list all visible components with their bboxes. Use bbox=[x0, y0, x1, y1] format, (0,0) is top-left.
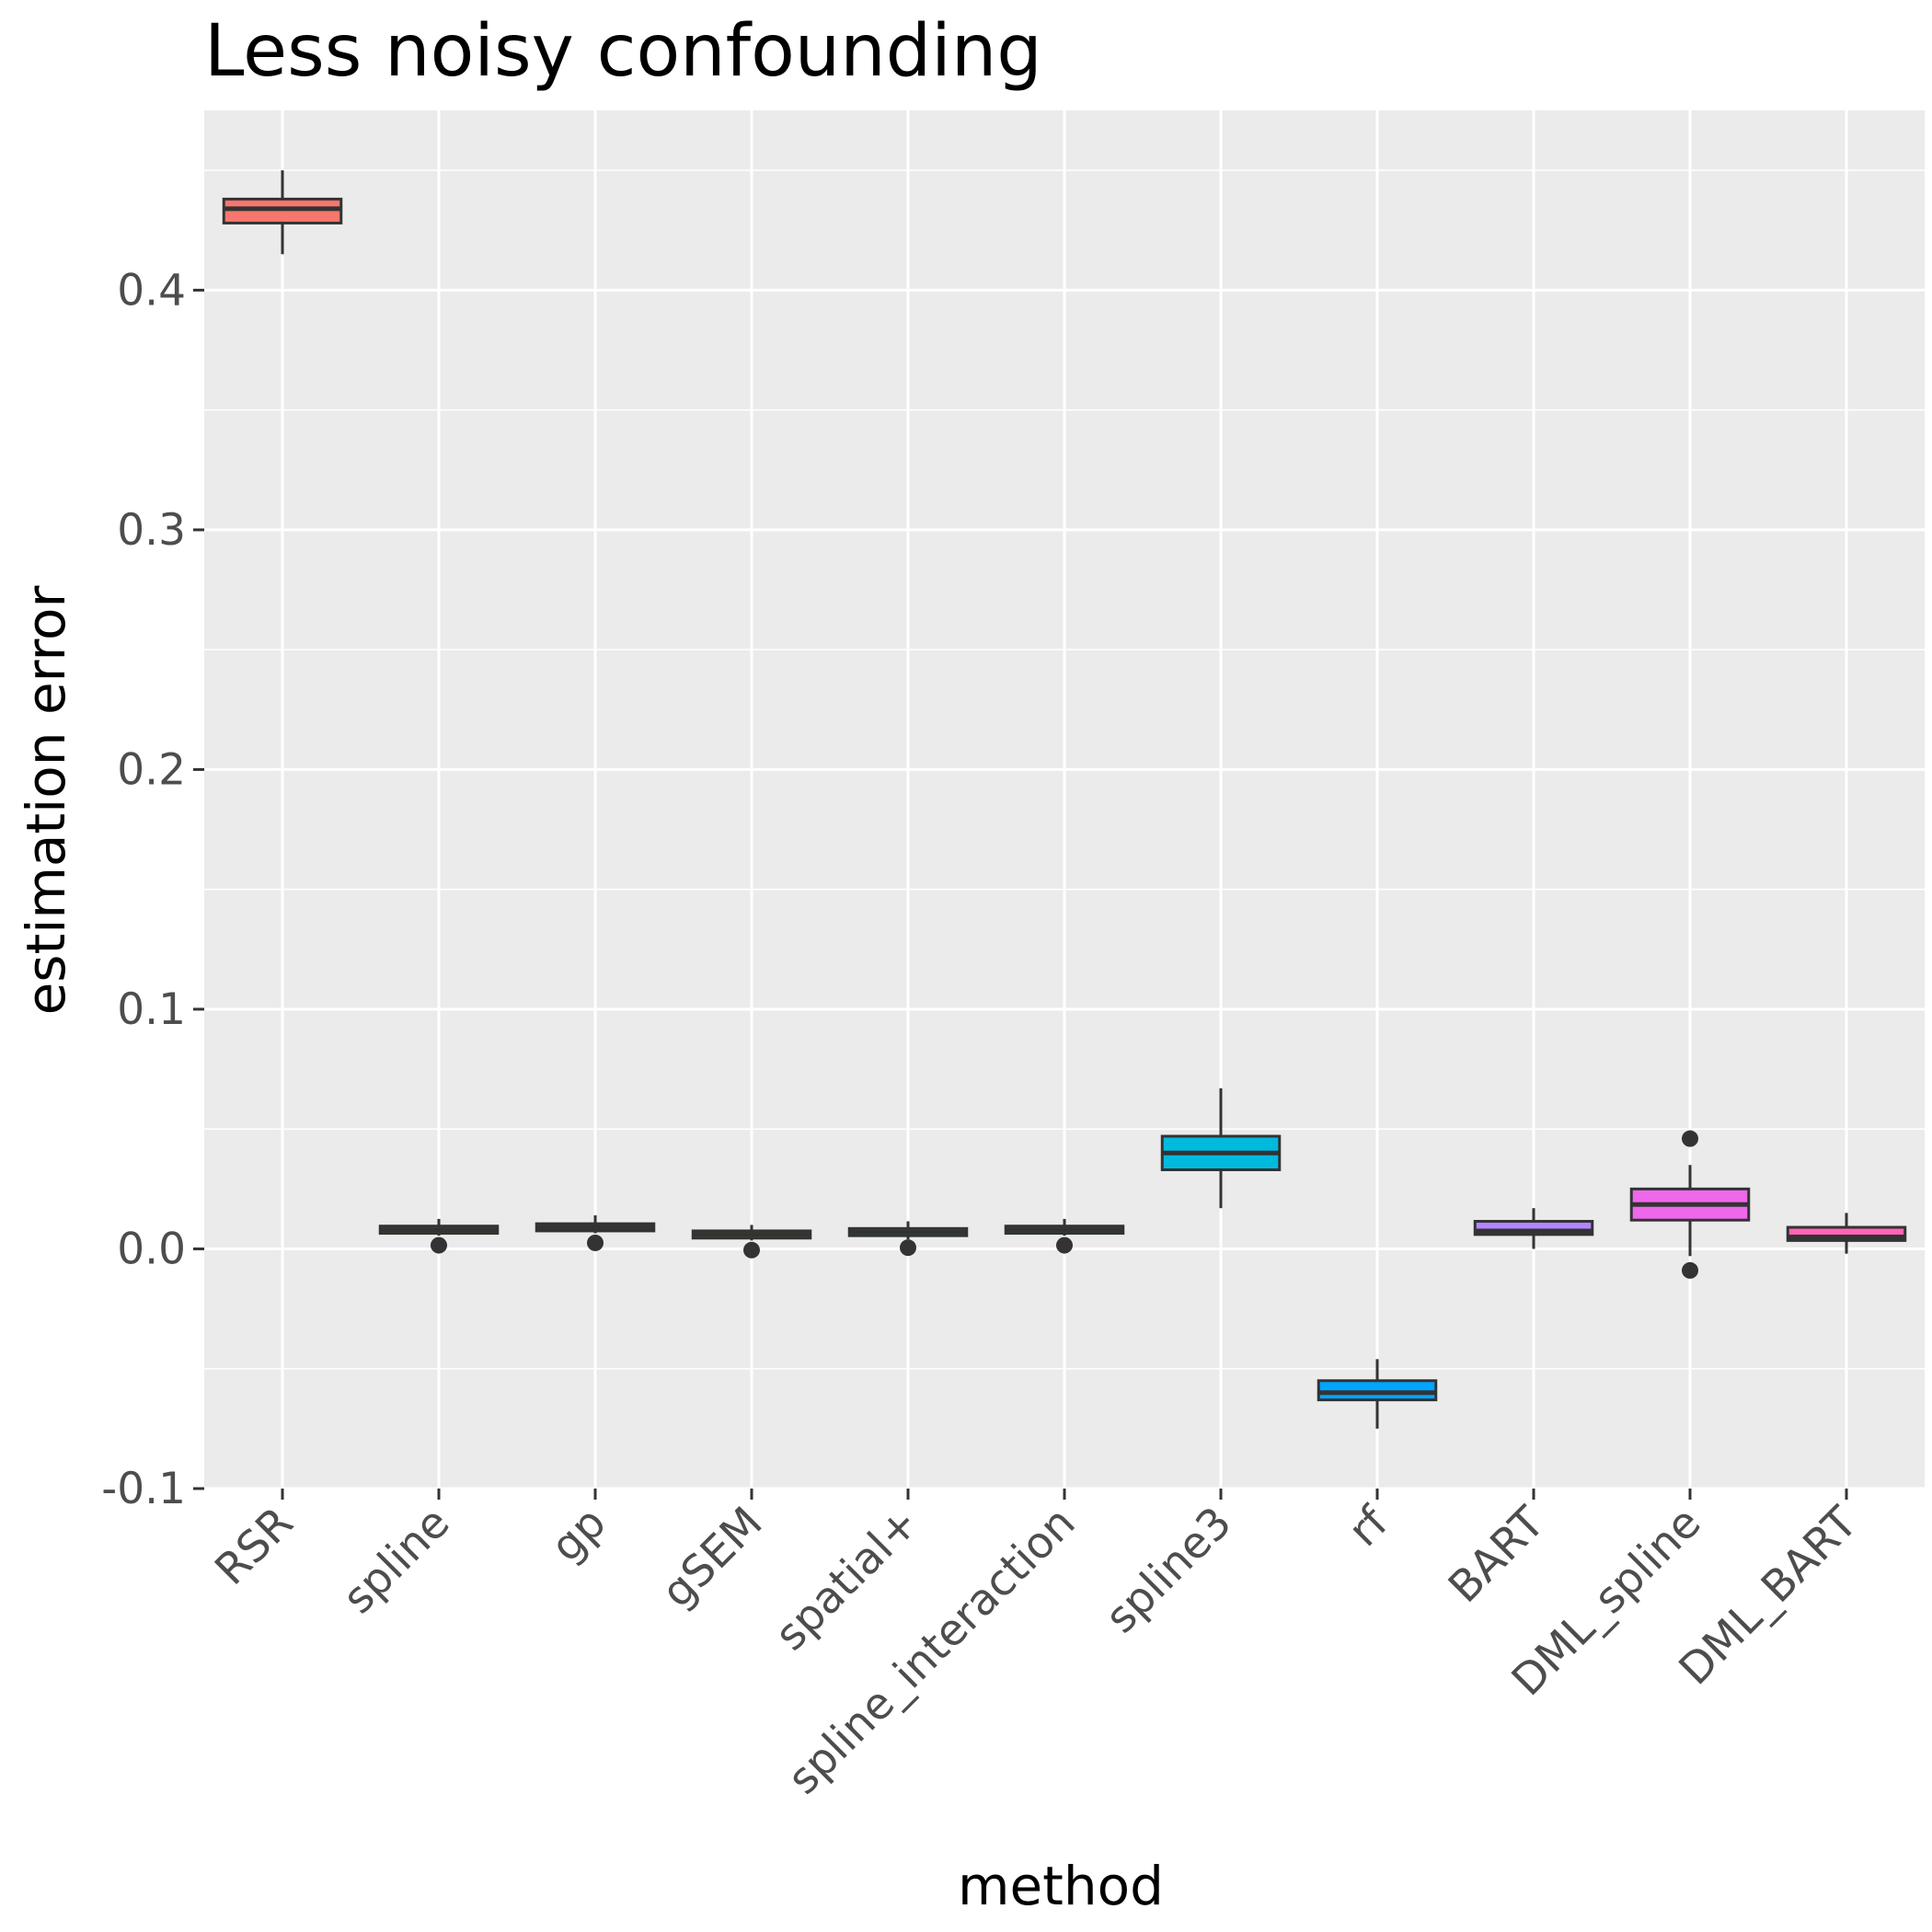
outlier-point bbox=[587, 1234, 604, 1251]
y-tick-label: 0.0 bbox=[117, 1224, 186, 1274]
box-group bbox=[1317, 1359, 1438, 1429]
y-tick-label: 0.1 bbox=[117, 984, 186, 1035]
box-group bbox=[1473, 1208, 1594, 1249]
box-group bbox=[222, 170, 343, 255]
y-axis-title: estimation error bbox=[15, 585, 77, 1015]
box bbox=[1317, 1379, 1438, 1402]
outlier-point bbox=[431, 1236, 447, 1254]
box-group bbox=[535, 1215, 656, 1251]
outlier-point bbox=[1682, 1130, 1698, 1147]
box-group bbox=[1786, 1213, 1907, 1254]
x-tick-label: gSEM bbox=[652, 1498, 773, 1618]
y-tick-label: 0.4 bbox=[117, 265, 186, 316]
outlier-point bbox=[1056, 1236, 1073, 1254]
y-tick-label: -0.1 bbox=[101, 1464, 186, 1514]
y-tick-label: 0.3 bbox=[117, 505, 186, 556]
chart-title: Less noisy confounding bbox=[204, 10, 1042, 93]
box-group bbox=[1629, 1130, 1751, 1279]
x-tick-label: spline_interaction bbox=[778, 1498, 1086, 1805]
box-group bbox=[1004, 1218, 1125, 1254]
x-tick-label: RSR bbox=[205, 1498, 303, 1595]
x-tick-label: BART bbox=[1439, 1497, 1555, 1613]
box-group bbox=[378, 1218, 500, 1254]
x-tick-label: spline3 bbox=[1096, 1498, 1241, 1643]
x-tick-label: gp bbox=[541, 1498, 615, 1572]
box-group bbox=[691, 1225, 812, 1259]
x-tick-label: rf bbox=[1339, 1497, 1398, 1557]
box bbox=[222, 197, 343, 224]
box-group bbox=[847, 1221, 969, 1257]
outlier-point bbox=[743, 1241, 760, 1259]
box-group bbox=[1160, 1087, 1282, 1209]
x-tick-label: spatial+ bbox=[765, 1498, 928, 1661]
x-axis-title: method bbox=[958, 1855, 1164, 1917]
outlier-point bbox=[1682, 1261, 1698, 1279]
x-tick-label: spline bbox=[333, 1498, 459, 1624]
y-tick-label: 0.2 bbox=[117, 744, 186, 795]
outlier-point bbox=[900, 1239, 916, 1257]
